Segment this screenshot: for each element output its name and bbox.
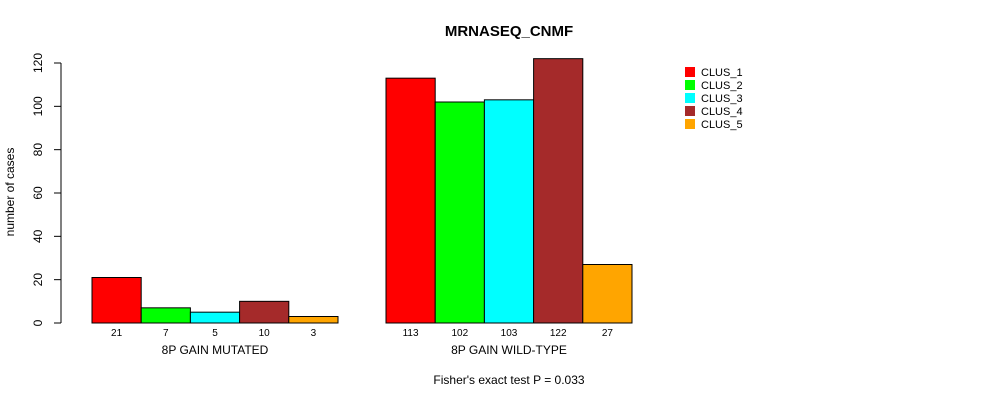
legend-swatch [685,80,695,90]
legend-swatch [685,93,695,103]
legend-swatch [685,67,695,77]
bar-clus-5-group-1 [288,316,339,324]
y-tick-label: 60 [31,186,45,200]
bar-clus-2-group-1 [140,307,191,324]
y-axis-label: number of cases [3,148,17,237]
group-label: 8P GAIN WILD-TYPE [451,343,567,357]
bar-value-label: 10 [259,328,271,339]
bar-value-label: 122 [550,328,567,339]
legend-label: CLUS_3 [701,93,743,105]
y-tick-label: 40 [31,229,45,243]
y-axis: 0 20 40 60 80 100 120 [31,53,62,326]
group-label: 8P GAIN MUTATED [162,343,269,357]
bar-value-label: 102 [451,328,468,339]
fisher-test-footnote: Fisher's exact test P = 0.033 [433,373,584,387]
bar-clus-5-group-2 [582,264,633,324]
bar-clus-1-group-2 [385,77,436,324]
bar-clus-4-group-1 [239,300,290,324]
chart-title: MRNASEQ_CNMF [445,23,573,40]
bar-value-label: 27 [602,328,614,339]
bar-value-label: 7 [163,328,169,339]
y-tick-label: 20 [31,273,45,287]
legend-swatch [685,119,695,129]
bar-value-label: 113 [403,328,419,339]
group-labels: 8P GAIN MUTATED 8P GAIN WILD-TYPE [162,343,567,357]
legend-label: CLUS_4 [701,106,743,118]
bar-value-labels: 21 7 5 10 3 113 102 103 122 27 [111,328,613,339]
bar-value-label: 103 [501,328,518,339]
bar-clus-3-group-2 [483,99,535,324]
y-tick-label: 120 [31,53,45,73]
y-tick-label: 0 [31,319,45,326]
bars [91,58,633,324]
bar-value-label: 5 [212,328,218,339]
legend-label: CLUS_1 [701,67,743,79]
y-tick-label: 100 [31,96,45,116]
bar-clus-3-group-1 [189,311,241,324]
y-tick-label: 80 [31,143,45,157]
bar-clus-1-group-1 [91,277,142,324]
legend-label: CLUS_2 [701,80,743,92]
legend-label: CLUS_5 [701,119,743,131]
legend-swatch [685,106,695,116]
bar-clus-2-group-2 [434,101,485,324]
bar-value-label: 3 [311,328,317,339]
bar-clus-4-group-2 [533,58,584,324]
bar-value-label: 21 [111,328,123,339]
